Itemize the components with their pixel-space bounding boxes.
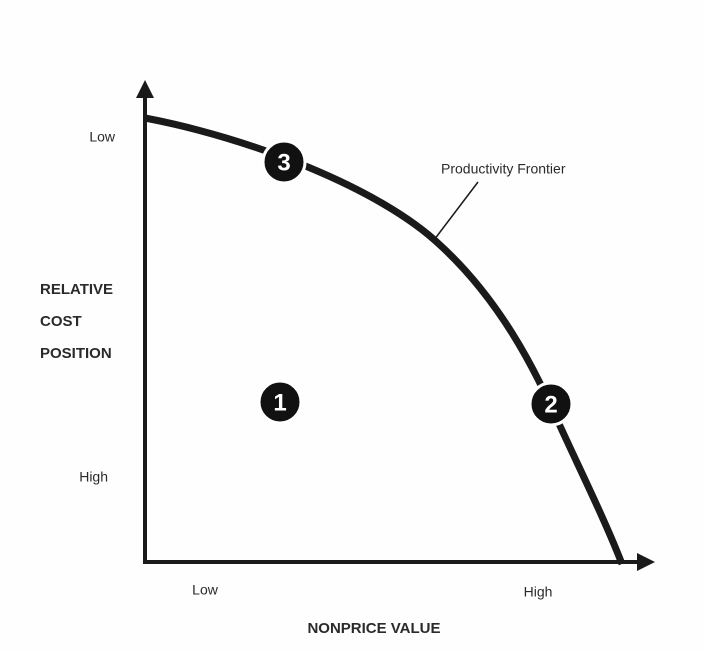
y-axis-title: RELATIVE bbox=[40, 281, 113, 298]
marker: 1 bbox=[257, 379, 303, 425]
x-axis-title: NONPRICE VALUE bbox=[307, 620, 440, 637]
marker: 3 bbox=[261, 139, 307, 185]
y-bottom-label: High bbox=[79, 469, 108, 485]
leader-line bbox=[433, 181, 479, 241]
marker: 2 bbox=[528, 381, 574, 427]
x-right-label: High bbox=[524, 584, 553, 600]
y-axis-title: COST bbox=[40, 313, 82, 330]
y-axis-title: POSITION bbox=[40, 345, 112, 362]
curve-label: Productivity Frontier bbox=[441, 161, 566, 177]
x-axis-arrow bbox=[637, 553, 655, 571]
marker-label: 3 bbox=[277, 149, 290, 176]
marker-label: 2 bbox=[544, 391, 557, 418]
x-left-label: Low bbox=[192, 582, 219, 598]
y-top-label: Low bbox=[89, 129, 116, 145]
y-axis-arrow bbox=[136, 80, 154, 98]
marker-label: 1 bbox=[273, 389, 286, 416]
